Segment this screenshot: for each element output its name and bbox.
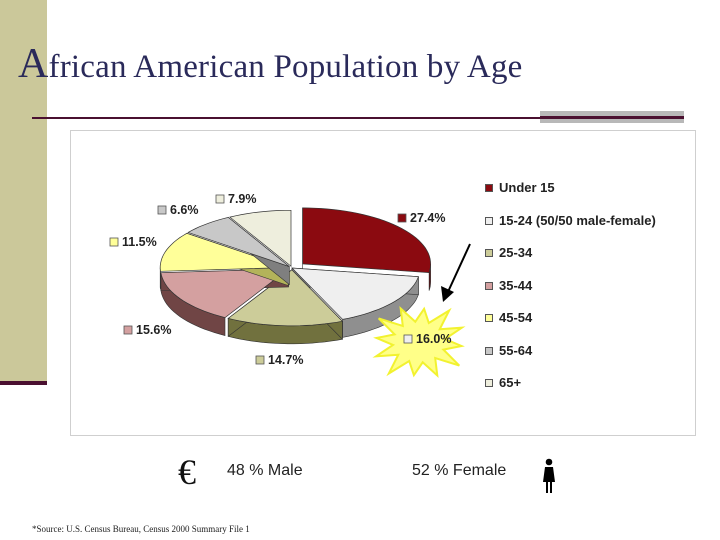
arrow-icon — [441, 243, 471, 302]
legend-item-25-34: 25-34 — [485, 243, 656, 276]
legend-label: 45-54 — [499, 310, 533, 325]
pie-slice-under-15 — [302, 207, 431, 291]
svg-text:11.5%: 11.5% — [122, 235, 157, 249]
data-label-under-15: 27.4% — [397, 211, 445, 225]
legend-swatch — [485, 216, 493, 225]
svg-text:6.6%: 6.6% — [170, 203, 199, 217]
legend-swatch — [485, 379, 493, 387]
legend-label: 35-44 — [499, 277, 533, 293]
legend-label: 15-24 (50/50 male-female) — [499, 212, 656, 228]
pie-slice-55-64 — [187, 216, 290, 286]
legend-swatch — [485, 314, 493, 322]
title-rest: frican American Population by Age — [48, 49, 523, 85]
legend-label: 25-34 — [499, 245, 533, 260]
starburst-callout-icon — [372, 305, 466, 379]
data-label-45-54: 11.5% — [109, 235, 157, 249]
title-rule — [32, 117, 684, 119]
data-label-15-24-50-50-male-female: 16.0% — [403, 332, 451, 346]
male-percentage: 48 % Male — [227, 462, 303, 479]
legend-swatch — [485, 184, 493, 192]
svg-text:7.9%: 7.9% — [228, 192, 257, 206]
page-title: African American Population by Age — [18, 40, 523, 88]
female-figure-icon — [543, 458, 555, 493]
male-symbol: € — [178, 452, 196, 492]
legend-label: Under 15 — [499, 180, 555, 195]
left-accent-bar — [0, 0, 47, 383]
svg-text:14.7%: 14.7% — [268, 353, 303, 367]
legend-swatch — [485, 249, 493, 257]
legend-item-65: 65+ — [485, 373, 656, 406]
legend-item-35-44: 35-44 — [485, 276, 656, 309]
pie-slice-15-24-50-50-male-female — [291, 267, 419, 338]
legend-item-under-15: Under 15 — [485, 178, 656, 211]
female-percentage: 52 % Female — [412, 462, 507, 479]
legend-item-45-54: 45-54 — [485, 308, 656, 341]
source-note: *Source: U.S. Census Bureau, Census 2000… — [32, 524, 250, 534]
chart-legend: Under 15 15-24 (50/50 male-female) 25-34 35… — [485, 178, 656, 406]
data-label-55-64: 6.6% — [157, 203, 199, 217]
pie-slice-65 — [229, 209, 292, 267]
data-label-35-44: 15.6% — [123, 323, 171, 337]
svg-text:15.6%: 15.6% — [136, 323, 171, 337]
data-label-65: 7.9% — [215, 192, 257, 206]
left-accent-bar-foot — [0, 381, 47, 385]
legend-swatch — [485, 346, 493, 355]
starburst-shape — [372, 305, 466, 379]
pie-slices — [159, 207, 431, 345]
data-label-25-34: 14.7% — [255, 353, 303, 367]
legend-item-55-64: 55-64 — [485, 341, 656, 374]
legend-label: 65+ — [499, 375, 522, 390]
svg-text:16.0%: 16.0% — [416, 332, 451, 346]
svg-text:27.4%: 27.4% — [410, 211, 445, 225]
legend-item-15-24-50-50-male-female: 15-24 (50/50 male-female) — [485, 211, 656, 244]
title-initial: A — [18, 41, 49, 87]
legend-label: 55-64 — [499, 342, 533, 358]
legend-swatch — [485, 281, 493, 290]
data-labels: 27.4% 16.0% 14.7% 15.6% 11.5% 6.6% 7.9% — [109, 192, 451, 367]
